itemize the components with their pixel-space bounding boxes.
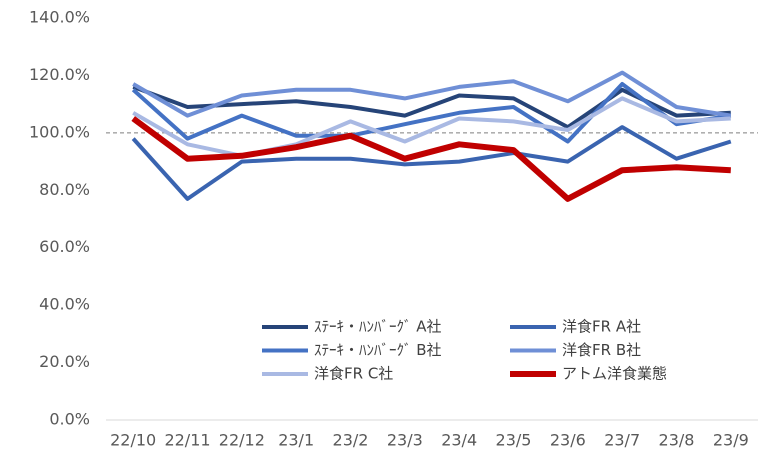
y-tick-label: 140.0% — [29, 8, 90, 27]
y-tick-label: 40.0% — [39, 295, 90, 314]
x-tick-label: 23/6 — [550, 431, 586, 450]
series-line — [131, 82, 732, 144]
x-tick-label: 22/11 — [164, 431, 210, 450]
x-tick-label: 23/9 — [713, 431, 749, 450]
y-tick-label: 100.0% — [29, 122, 90, 141]
legend-label: アトム洋食業態 — [562, 365, 667, 383]
series-line — [132, 85, 731, 130]
x-tick-label: 23/7 — [604, 431, 640, 450]
series-line — [131, 116, 731, 202]
y-tick-label: 0.0% — [49, 410, 90, 429]
y-tick-label: 20.0% — [39, 352, 90, 371]
legend-label: 洋食FR C社 — [314, 365, 393, 383]
legend-label: ｽﾃｰｷ・ﾊﾝﾊﾞｰｸﾞ B社 — [314, 341, 442, 359]
y-tick-label: 60.0% — [39, 237, 90, 256]
legend-label: 洋食FR A社 — [562, 318, 641, 336]
y-tick-label: 120.0% — [29, 65, 90, 84]
x-tick-label: 23/8 — [659, 431, 695, 450]
x-tick-label: 23/4 — [441, 431, 477, 450]
legend-label: 洋食FR B社 — [562, 341, 641, 359]
x-tick-label: 22/12 — [219, 431, 265, 450]
x-tick-label: 23/2 — [333, 431, 369, 450]
x-tick-label: 23/5 — [496, 431, 532, 450]
series-line — [131, 125, 732, 201]
x-tick-label: 23/3 — [387, 431, 423, 450]
series-line — [132, 70, 732, 118]
x-tick-label: 22/10 — [110, 431, 156, 450]
x-tick-label: 23/1 — [278, 431, 314, 450]
legend-label: ｽﾃｰｷ・ﾊﾝﾊﾞｰｸﾞ A社 — [314, 318, 442, 336]
y-tick-label: 80.0% — [39, 180, 90, 199]
